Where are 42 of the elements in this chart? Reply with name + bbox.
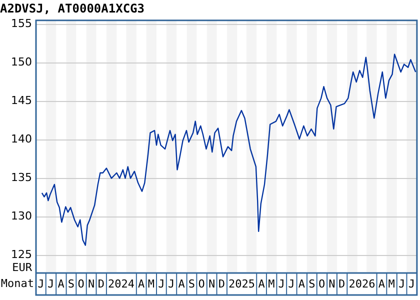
chart-title: A2DVSJ, AT0000A1XCG3 (0, 1, 144, 16)
x-tick-label: N (208, 277, 216, 290)
x-tick-label: J (158, 277, 165, 290)
x-tick-label: O (78, 277, 84, 290)
x-tick-label: M (148, 277, 155, 290)
x-tick-label: 2024 (108, 277, 135, 290)
y-tick-label: 155 (11, 17, 32, 30)
x-tick-label: O (198, 277, 205, 290)
x-tick-label: A (138, 277, 146, 290)
x-tick-label: D (338, 277, 346, 290)
x-tick-label: N (328, 277, 336, 290)
y-tick-label: 130 (11, 210, 32, 223)
x-tick-label: J (38, 277, 44, 290)
x-tick-label: 2026 (348, 277, 376, 290)
x-tick-label: M (268, 277, 276, 290)
y-tick-label: 145 (11, 94, 32, 108)
x-tick-label: J (288, 277, 295, 290)
x-tick-label: N (88, 277, 95, 290)
x-tick-label: O (318, 277, 326, 290)
y-axis-title: EUR (12, 260, 32, 274)
x-tick-label: D (98, 277, 105, 290)
x-tick-label: J (278, 277, 285, 290)
y-tick-label: 150 (11, 56, 32, 69)
x-tick-label: A (58, 277, 65, 290)
x-tick-label: A (298, 277, 306, 290)
x-tick-label: 2025 (228, 277, 256, 290)
y-tick-label: 135 (11, 171, 32, 184)
x-tick-label: D (218, 277, 226, 290)
x-tick-label: A (258, 277, 266, 290)
x-tick-label: M (388, 277, 396, 290)
x-tick-label: S (68, 277, 75, 290)
y-tick-label: 125 (11, 248, 32, 262)
y-tick-label: 140 (11, 132, 32, 146)
x-tick-label: J (408, 277, 415, 290)
x-tick-label: A (178, 277, 186, 290)
x-tick-label: S (308, 277, 316, 290)
x-axis-title: Monat (0, 276, 34, 290)
x-tick-label: J (48, 277, 54, 290)
x-tick-label: J (398, 277, 406, 290)
x-tick-label: S (188, 277, 196, 290)
x-tick-label: J (168, 277, 175, 290)
x-tick-label: A (378, 277, 386, 290)
